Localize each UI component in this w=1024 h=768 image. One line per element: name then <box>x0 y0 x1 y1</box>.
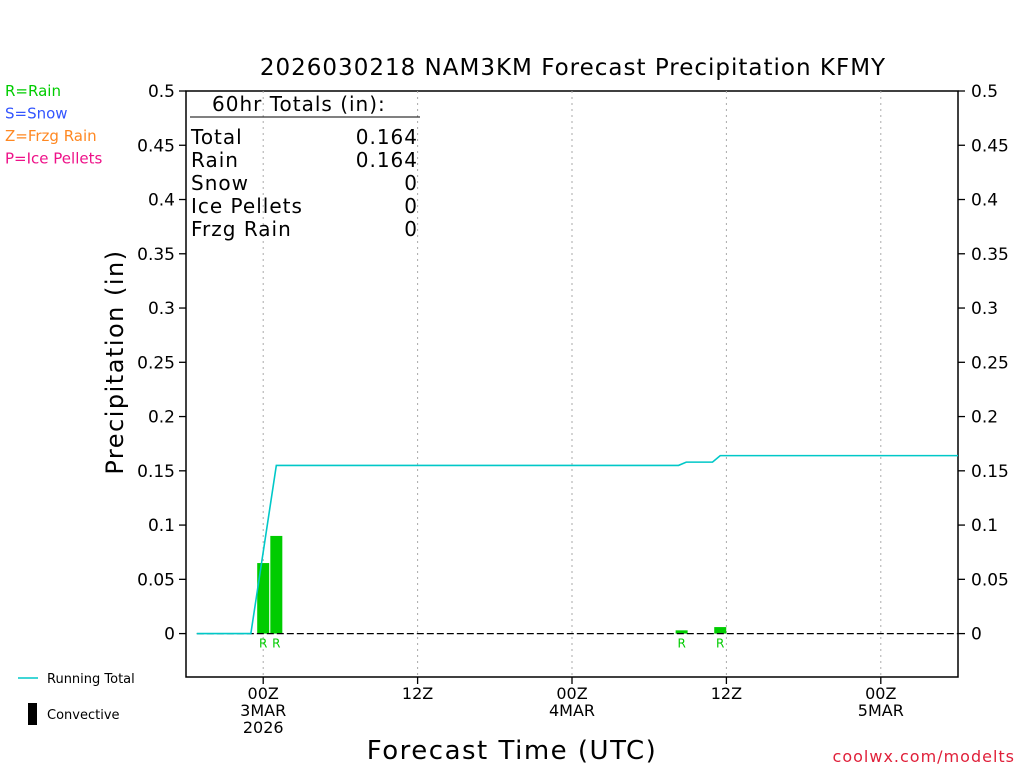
x-tick-label-4-0: 00Z <box>865 684 896 703</box>
precip-bar-0 <box>257 563 270 634</box>
y-tick-label-right-3: 0.15 <box>971 462 1009 482</box>
totals-value-0: 0.164 <box>356 125 418 149</box>
totals-heading: 60hr Totals (in): <box>212 92 386 116</box>
precip-type-legend-1: S=Snow <box>5 105 68 123</box>
x-tick-label-2-1: 4MAR <box>549 701 595 720</box>
x-tick-label-0-1: 3MAR <box>240 701 286 720</box>
totals-label-0: Total <box>190 125 243 149</box>
y-tick-label-right-9: 0.45 <box>971 136 1009 156</box>
legend-label-0: Running Total <box>47 672 135 687</box>
y-tick-label-right-0: 0 <box>971 625 982 645</box>
precip-type-legend-0: R=Rain <box>5 82 61 100</box>
legend-swatch-1 <box>28 703 37 725</box>
running-total-group <box>196 454 958 635</box>
legend-label-1: Convective <box>47 708 120 723</box>
totals-value-1: 0.164 <box>356 148 418 172</box>
totals-label-2: Snow <box>191 171 249 195</box>
chart-title: 2026030218 NAM3KM Forecast Precipitation… <box>260 55 886 81</box>
totals-value-2: 0 <box>404 171 418 195</box>
y-tick-label-left-8: 0.4 <box>148 191 175 211</box>
y-tick-label-left-10: 0.5 <box>148 82 175 102</box>
x-tick-label-4-1: 5MAR <box>858 701 904 720</box>
precip-bar-2 <box>675 630 688 634</box>
precip-type-label-2: R <box>677 637 685 651</box>
totals-box: 60hr Totals (in): Total 0.164 Rain 0.164 Sno… <box>190 92 420 241</box>
series-legend: Running Total Convective <box>18 672 135 725</box>
y-tick-label-right-8: 0.4 <box>971 191 998 211</box>
precip-type-legend: R=Rain S=Snow Z=Frzg Rain P=Ice Pellets <box>5 82 102 168</box>
y-tick-label-left-3: 0.15 <box>137 462 175 482</box>
precip-bar-3 <box>714 627 727 634</box>
y-tick-label-left-6: 0.3 <box>148 299 175 319</box>
x-tick-label-3-0: 12Z <box>711 684 742 703</box>
precip-type-legend-2: Z=Frzg Rain <box>5 127 97 145</box>
x-tick-label-0-2: 2026 <box>243 718 284 737</box>
y-tick-label-right-7: 0.35 <box>971 245 1009 265</box>
x-tick-label-1-0: 12Z <box>402 684 433 703</box>
y-tick-label-right-1: 0.05 <box>971 570 1009 590</box>
y-tick-label-left-2: 0.1 <box>148 516 175 536</box>
totals-value-4: 0 <box>404 217 418 241</box>
x-tick-label-0-0: 00Z <box>248 684 279 703</box>
totals-label-3: Ice Pellets <box>191 194 303 218</box>
y-tick-label-right-4: 0.2 <box>971 408 998 428</box>
y-tick-label-right-6: 0.3 <box>971 299 998 319</box>
credit-text: coolwx.com/modelts <box>833 747 1015 766</box>
totals-label-1: Rain <box>191 148 239 172</box>
precip-bar-1 <box>270 535 283 634</box>
y-tick-label-left-0: 0 <box>164 625 175 645</box>
y-tick-label-left-1: 0.05 <box>137 570 175 590</box>
precip-type-label-1: R <box>272 637 280 651</box>
y-tick-label-left-7: 0.35 <box>137 245 175 265</box>
y-tick-label-left-5: 0.25 <box>137 353 175 373</box>
y-axis-label: Precipitation (in) <box>101 249 129 474</box>
y-tick-label-right-5: 0.25 <box>971 353 1009 373</box>
y-tick-label-left-9: 0.45 <box>137 136 175 156</box>
grid-lines <box>262 91 882 677</box>
y-tick-label-right-10: 0.5 <box>971 82 998 102</box>
y-tick-label-left-4: 0.2 <box>148 408 175 428</box>
totals-label-4: Frzg Rain <box>191 217 292 241</box>
totals-value-3: 0 <box>404 194 418 218</box>
running-total-line <box>196 454 958 635</box>
x-tick-label-2-0: 00Z <box>556 684 587 703</box>
x-axis-label: Forecast Time (UTC) <box>367 736 658 766</box>
y-axis-ticks: 0 00.05 0.050.1 0.10.15 0.150.2 0.20.25 0.250.… <box>137 82 1009 645</box>
y-tick-label-right-2: 0.1 <box>971 516 998 536</box>
precip-type-label-3: R <box>716 637 724 651</box>
precip-type-legend-3: P=Ice Pellets <box>5 150 102 168</box>
precip-type-label-0: R <box>259 637 267 651</box>
